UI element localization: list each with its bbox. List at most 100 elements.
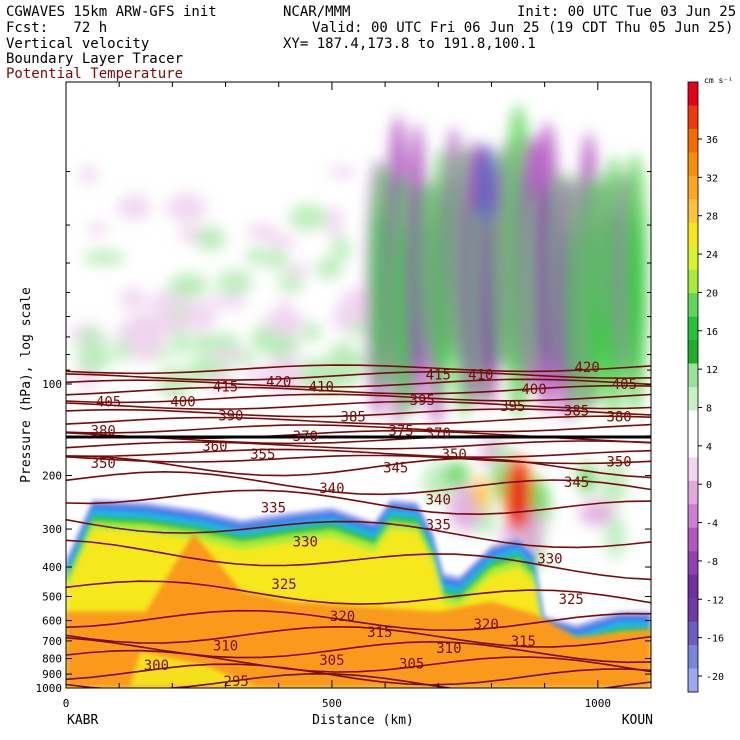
colorbar-tick-label: 8 [706, 404, 712, 415]
colorbar-tick-label: 4 [706, 442, 712, 453]
field-boundary-layer-tracer: Boundary Layer Tracer [6, 51, 184, 67]
theta-label: 330 [537, 552, 562, 568]
colorbar-unit: cm s⁻¹ [704, 76, 733, 85]
colorbar-swatch [688, 269, 698, 294]
colorbar-tick-label: 20 [706, 288, 718, 299]
theta-contour-405 [66, 384, 651, 396]
y-tick-label: 500 [42, 590, 62, 603]
theta-contour-300 [66, 663, 651, 686]
theta-label: 400 [521, 382, 546, 398]
x-axis-label: Distance (km) [312, 713, 414, 728]
theta-label: 405 [96, 394, 121, 410]
colorbar-swatch [688, 246, 698, 271]
theta-contour-310 [66, 637, 651, 664]
field-potential-temperature: Potential Temperature [6, 66, 184, 82]
colorbar-swatch [688, 457, 698, 482]
theta-contour-385 [66, 415, 651, 425]
colorbar-tick-label: -16 [706, 634, 724, 645]
theta-contour-345 [66, 470, 651, 496]
theta-contour-390 [66, 408, 651, 418]
theta-label: 325 [559, 592, 584, 608]
theta-label: 380 [606, 410, 631, 426]
y-tick-label: 700 [42, 635, 62, 648]
y-axis-label: Pressure (hPa), log scale [19, 287, 34, 483]
x-tick-label: 1000 [585, 697, 612, 710]
theta-label: 315 [367, 625, 392, 641]
theta-contour-320 [66, 609, 651, 632]
y-tick-label: 100 [42, 378, 62, 391]
colorbar-tick-label: 0 [706, 480, 712, 491]
colorbar-swatch [688, 82, 698, 106]
colorbar-swatch [688, 222, 698, 247]
theta-label: 415 [426, 367, 451, 383]
theta-label: 375 [388, 423, 413, 439]
theta-label: 395 [410, 393, 435, 409]
theta-contour-295 [66, 672, 651, 688]
plot-frame [65, 81, 652, 689]
theta-contour-305 [66, 649, 651, 673]
x-tick-label: 500 [322, 697, 342, 710]
plot-area: 295 300 305 305 310 310 315 315 320 320 325 325 330 3… [66, 82, 651, 688]
theta-label: 350 [91, 456, 116, 472]
colorbar-swatch [688, 551, 698, 576]
y-tick-label: 400 [42, 561, 62, 574]
colorbar-tick-label: 32 [706, 173, 718, 184]
colorbar-swatch [688, 574, 698, 599]
model-title: CGWAVES 15km ARW-GFS init [6, 4, 217, 20]
theta-contour-395 [66, 400, 651, 411]
colorbar-swatch [688, 621, 698, 646]
colorbar-swatch [688, 363, 698, 388]
theta-contour-315 [66, 625, 651, 648]
theta-label: 420 [575, 360, 600, 376]
y-tick-label: 300 [42, 523, 62, 536]
theta-label: 310 [213, 639, 238, 655]
y-tick-label: 1000 [36, 682, 63, 695]
theta-label: 415 [213, 380, 238, 396]
right-endpoint-station: KOUN [622, 713, 653, 728]
center-label: NCAR/MMM [283, 4, 351, 20]
theta-contour-355 [66, 454, 651, 465]
theta-contour-330 [66, 539, 651, 581]
y-tick-label: 200 [42, 470, 62, 483]
theta-label: 325 [271, 577, 296, 593]
colorbar-swatch [688, 175, 698, 200]
theta-label: 350 [442, 447, 467, 463]
forecast-hour: Fcst: 72 h [6, 20, 108, 36]
colorbar-tick-label: -8 [706, 557, 718, 568]
theta-label: 355 [250, 447, 275, 463]
theta-label: 335 [426, 518, 451, 534]
colorbar-swatch [688, 387, 698, 411]
theta-contour-365 [66, 440, 651, 450]
colorbar-swatch [688, 598, 698, 623]
colorbar-swatch [688, 527, 698, 552]
theta-contour-360 [66, 448, 651, 459]
theta-contour-410 [66, 378, 651, 388]
theta-label: 390 [218, 409, 243, 425]
colorbar-swatch [688, 668, 698, 693]
valid-time: Valid: 00 UTC Fri 06 Jun 25 (19 CDT Thu … [312, 20, 734, 36]
colorbar-tick-label: 24 [706, 250, 718, 261]
theta-label: 360 [202, 439, 227, 455]
theta-label: 335 [261, 501, 286, 517]
colorbar: cm s⁻¹ 36 32 28 24 20 16 12 8 4 0 -4 -8 -12 -16 -20 [687, 76, 733, 693]
colorbar-tick-label: -12 [706, 595, 724, 606]
colorbar-swatch [688, 316, 698, 341]
theta-label: 405 [612, 377, 637, 393]
colorbar-swatch [688, 504, 698, 529]
theta-contour-400 [66, 393, 651, 404]
theta-label: 350 [606, 455, 631, 471]
x-tick-label: 0 [63, 697, 70, 710]
colorbar-tick-label: 16 [706, 327, 718, 338]
colorbar-swatch [688, 645, 698, 670]
potential-temperature-labels: 295 300 305 305 310 310 315 315 320 320 325 325 330 3… [91, 360, 637, 688]
colorbar-swatch [688, 410, 698, 435]
field-vertical-velocity: Vertical velocity [6, 36, 150, 52]
theta-label: 420 [266, 374, 291, 390]
theta-label: 320 [330, 609, 355, 625]
theta-label: 305 [319, 653, 344, 669]
theta-label: 410 [309, 380, 334, 396]
theta-label: 370 [426, 426, 451, 442]
theta-label: 320 [473, 617, 498, 633]
